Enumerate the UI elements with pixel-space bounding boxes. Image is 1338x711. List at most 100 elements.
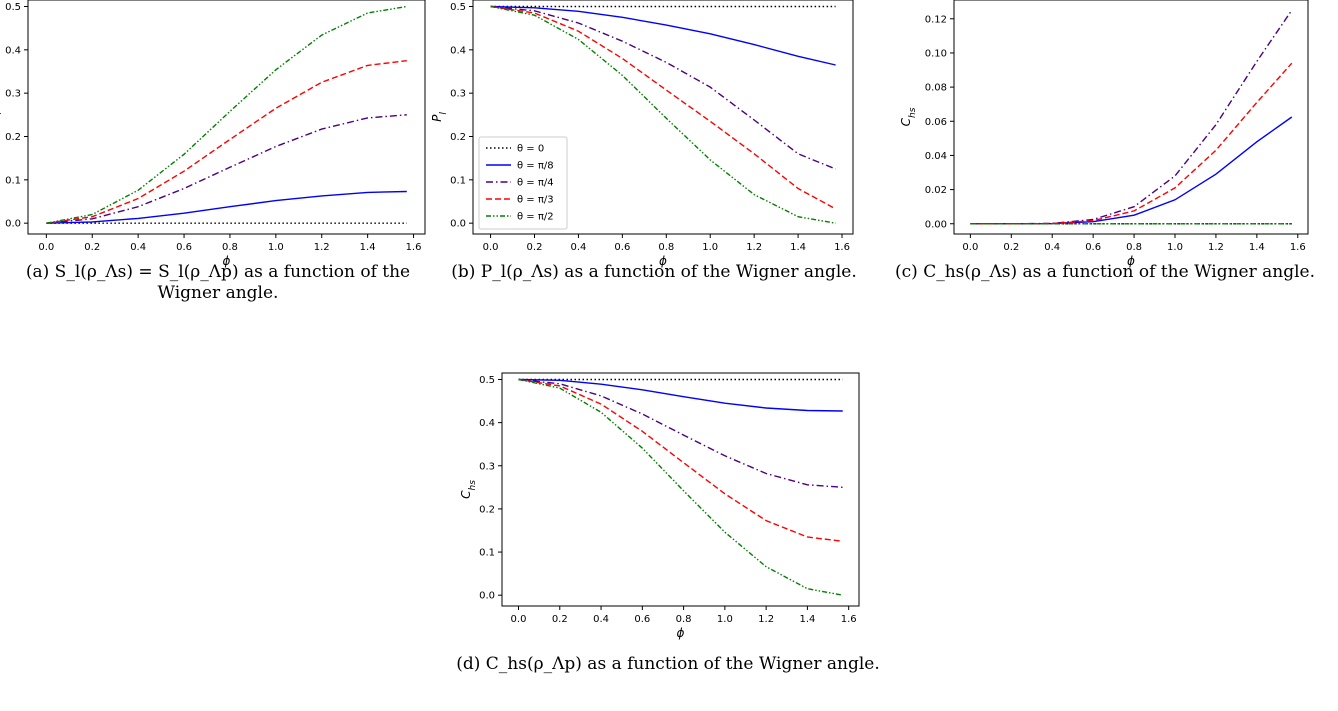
legend-label-0: θ = 0 <box>517 144 544 155</box>
x-tick-label-a-5: 1.0 <box>268 242 284 253</box>
legend-label-3: θ = π/3 <box>517 195 554 206</box>
series-line-b-1 <box>490 5 836 66</box>
x-tick-label-b-4: 0.8 <box>658 242 674 253</box>
x-tick-label-b-2: 0.4 <box>570 242 586 253</box>
chart-b: 0.0 0.2 0.4 0.6 0.8 1.0 1.2 1.4 1.6 0.0 0.1 0.2 0.3 0… <box>430 0 854 268</box>
x-tick-label-a-2: 0.4 <box>130 242 146 253</box>
caption-c: (c) C_hs(ρ_Λs) as a function of the Wign… <box>895 262 1315 282</box>
x-tick-label-c-3: 0.6 <box>1085 242 1101 253</box>
y-tick-label-c-2: 0.04 <box>925 151 947 162</box>
y-tick-label-c-4: 0.08 <box>925 83 947 94</box>
x-tick-label-a-8: 1.6 <box>406 242 422 253</box>
legend-label-2: θ = π/4 <box>517 178 554 189</box>
x-tick-label-b-5: 1.0 <box>702 242 718 253</box>
x-tick-label-c-7: 1.4 <box>1249 242 1265 253</box>
y-tick-label-a-1: 0.1 <box>5 175 21 186</box>
y-tick-label-a-3: 0.3 <box>5 89 21 100</box>
series-line-d-2 <box>518 378 843 488</box>
series-line-a-4 <box>46 5 407 224</box>
x-axis-label-b: ϕ <box>659 254 667 268</box>
x-tick-label-d-1: 0.2 <box>552 614 568 625</box>
plot-frame-a <box>27 0 426 235</box>
x-tick-label-b-8: 1.6 <box>834 242 850 253</box>
chart-a: 0.0 0.2 0.4 0.6 0.8 1.0 1.2 1.4 1.6 0.0 0.1 0.2 0.3 0… <box>0 0 426 268</box>
series-line-b-3 <box>490 5 836 210</box>
y-tick-label-b-1: 0.1 <box>450 175 466 186</box>
x-axis-label-a: ϕ <box>223 254 231 268</box>
x-tick-label-d-3: 0.6 <box>634 614 650 625</box>
caption-a: (a) S_l(ρ_Λs) = S_l(ρ_Λp) as a function … <box>25 262 411 303</box>
chart-d: 0.0 0.2 0.4 0.6 0.8 1.0 1.2 1.4 1.6 0.0 0.1 0.2 0.3 0… <box>459 372 860 640</box>
y-axis-label-d: Chs <box>459 480 478 499</box>
legend-label-1: θ = π/8 <box>517 161 554 172</box>
y-tick-label-d-0: 0.0 <box>479 591 495 602</box>
y-tick-label-b-4: 0.4 <box>450 45 466 56</box>
y-tick-label-c-1: 0.02 <box>925 185 947 196</box>
x-tick-label-c-8: 1.6 <box>1290 242 1306 253</box>
series-line-b-4 <box>490 5 836 224</box>
plot-frame-d <box>501 372 860 607</box>
series-line-c-3 <box>970 62 1293 225</box>
y-tick-label-c-0: 0.00 <box>925 219 947 230</box>
plot-frame-c <box>953 0 1309 235</box>
x-tick-label-b-6: 1.2 <box>746 242 762 253</box>
legend-box <box>478 136 568 230</box>
y-tick-label-d-2: 0.2 <box>479 504 495 515</box>
x-tick-label-c-6: 1.2 <box>1208 242 1224 253</box>
y-tick-label-a-0: 0.0 <box>5 219 21 230</box>
x-tick-label-c-2: 0.4 <box>1044 242 1060 253</box>
series-line-a-1 <box>46 190 407 224</box>
x-tick-label-b-1: 0.2 <box>527 242 543 253</box>
x-tick-label-b-3: 0.6 <box>614 242 630 253</box>
x-axis-label-d: ϕ <box>677 626 685 640</box>
y-tick-label-a-4: 0.4 <box>5 45 21 56</box>
x-tick-label-a-0: 0.0 <box>38 242 54 253</box>
y-tick-label-a-5: 0.5 <box>5 2 21 13</box>
x-tick-label-d-4: 0.8 <box>676 614 692 625</box>
x-tick-label-b-7: 1.4 <box>790 242 806 253</box>
y-tick-label-d-4: 0.4 <box>479 418 495 429</box>
series-line-d-1 <box>518 378 843 412</box>
x-tick-label-d-2: 0.4 <box>593 614 609 625</box>
y-tick-label-c-6: 0.12 <box>925 14 947 25</box>
x-tick-label-a-1: 0.2 <box>84 242 100 253</box>
series-line-a-3 <box>46 60 407 224</box>
caption-b: (b) P_l(ρ_Λs) as a function of the Wigne… <box>451 262 857 282</box>
y-axis-label-c: Chs <box>899 107 918 126</box>
x-tick-label-c-5: 1.0 <box>1167 242 1183 253</box>
y-tick-label-d-1: 0.1 <box>479 548 495 559</box>
series-line-b-2 <box>490 5 836 170</box>
y-tick-label-c-3: 0.06 <box>925 117 947 128</box>
legend-label-4: θ = π/2 <box>517 212 554 223</box>
y-tick-label-c-5: 0.10 <box>925 48 947 59</box>
y-tick-label-b-2: 0.2 <box>450 132 466 143</box>
chart-c: 0.0 0.2 0.4 0.6 0.8 1.0 1.2 1.4 1.6 0.00 0.02 0.04 0… <box>899 0 1309 268</box>
x-axis-label-c: ϕ <box>1127 254 1135 268</box>
y-axis-label-b: Pl <box>430 112 449 122</box>
y-axis-label-a: Sl <box>0 111 4 122</box>
y-tick-label-b-3: 0.3 <box>450 89 466 100</box>
y-tick-label-b-0: 0.0 <box>450 219 466 230</box>
x-tick-label-a-7: 1.4 <box>360 242 376 253</box>
x-tick-label-d-7: 1.4 <box>799 614 815 625</box>
series-line-d-3 <box>518 378 843 542</box>
y-tick-label-d-3: 0.3 <box>479 461 495 472</box>
x-tick-label-d-6: 1.2 <box>758 614 774 625</box>
x-tick-label-c-0: 0.0 <box>962 242 978 253</box>
x-tick-label-c-4: 0.8 <box>1126 242 1142 253</box>
x-tick-label-a-6: 1.2 <box>314 242 330 253</box>
x-tick-label-c-1: 0.2 <box>1003 242 1019 253</box>
x-tick-label-d-5: 1.0 <box>717 614 733 625</box>
x-tick-label-d-8: 1.6 <box>841 614 857 625</box>
x-tick-label-a-3: 0.6 <box>176 242 192 253</box>
y-tick-label-b-5: 0.5 <box>450 2 466 13</box>
y-tick-label-d-5: 0.5 <box>479 375 495 386</box>
x-tick-label-a-4: 0.8 <box>222 242 238 253</box>
plot-frame-b <box>472 0 854 235</box>
caption-d: (d) C_hs(ρ_Λp) as a function of the Wign… <box>456 654 880 674</box>
x-tick-label-b-0: 0.0 <box>483 242 499 253</box>
x-tick-label-d-0: 0.0 <box>511 614 527 625</box>
series-line-a-2 <box>46 114 407 224</box>
y-tick-label-a-2: 0.2 <box>5 132 21 143</box>
